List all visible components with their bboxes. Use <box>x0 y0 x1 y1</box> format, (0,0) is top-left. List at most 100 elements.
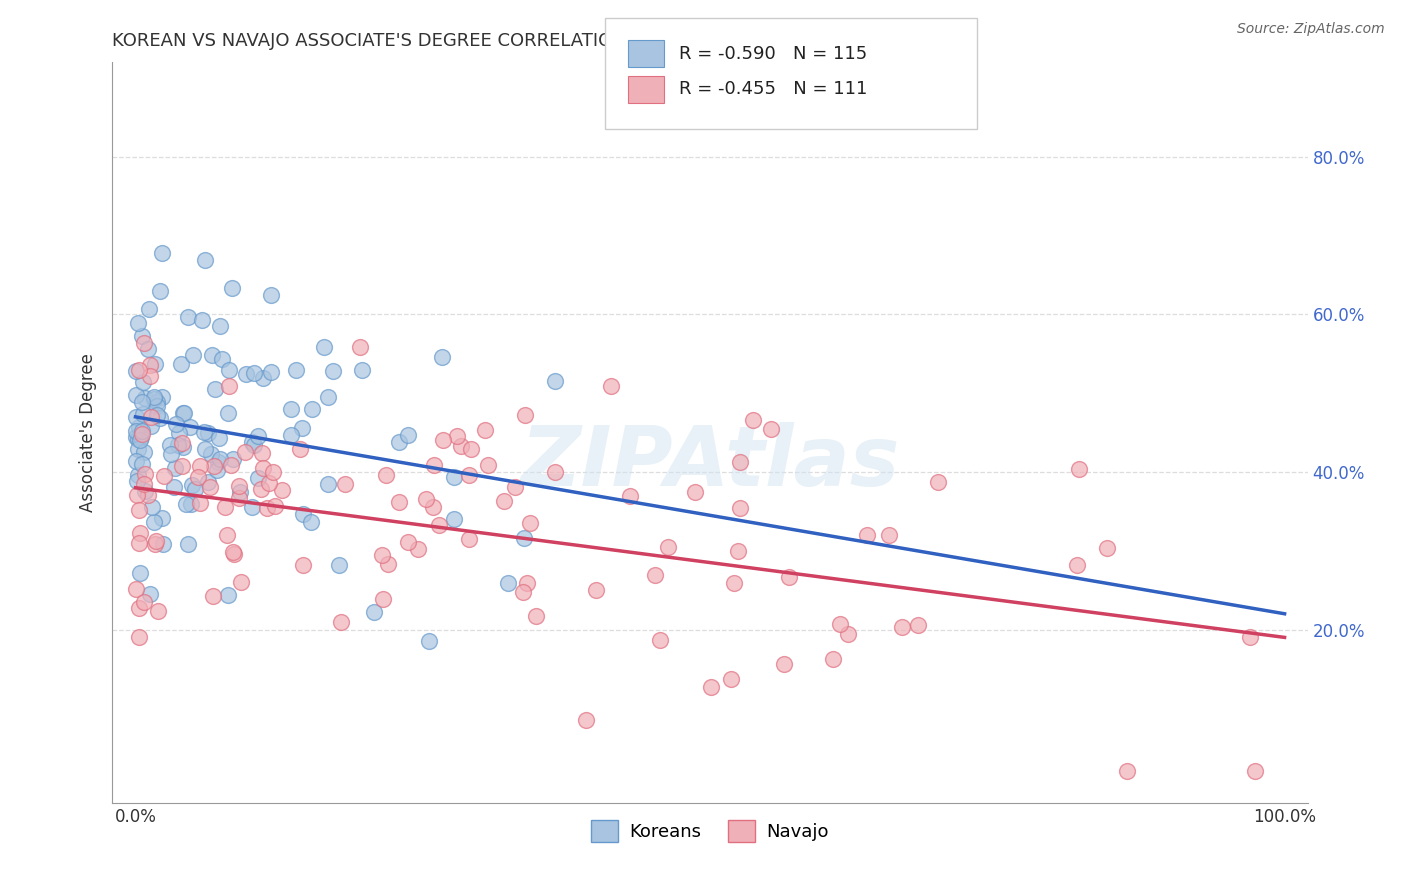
Point <box>125 475 148 489</box>
Point <box>292 558 315 572</box>
Point <box>129 430 152 444</box>
Point <box>1243 764 1265 779</box>
Point <box>252 371 274 385</box>
Point <box>415 491 437 506</box>
Point <box>187 469 209 483</box>
Point <box>136 487 159 501</box>
Point <box>648 633 671 648</box>
Point <box>217 406 239 420</box>
Point <box>217 528 239 542</box>
Point <box>139 409 162 424</box>
Point <box>742 413 765 427</box>
Point <box>131 426 153 441</box>
Point <box>128 420 150 434</box>
Point <box>270 483 292 497</box>
Point <box>430 350 453 364</box>
Point <box>318 477 340 491</box>
Point <box>222 547 245 561</box>
Point <box>124 582 146 596</box>
Point <box>177 537 200 551</box>
Point <box>128 535 150 549</box>
Point <box>127 433 149 447</box>
Point <box>312 340 335 354</box>
Point <box>644 567 666 582</box>
Point <box>176 310 198 324</box>
Point <box>134 467 156 482</box>
Point <box>778 569 800 583</box>
Point <box>683 484 706 499</box>
Point <box>450 439 472 453</box>
Point <box>352 363 374 377</box>
Point <box>243 438 266 452</box>
Point <box>142 390 165 404</box>
Point <box>159 447 181 461</box>
Point <box>575 713 598 727</box>
Point <box>188 495 211 509</box>
Point <box>165 417 187 431</box>
Point <box>132 375 155 389</box>
Point <box>141 500 163 514</box>
Point <box>443 512 465 526</box>
Point <box>759 422 782 436</box>
Point <box>728 500 751 515</box>
Point <box>129 433 152 447</box>
Point <box>170 435 193 450</box>
Point <box>821 652 844 666</box>
Point <box>219 458 242 472</box>
Point <box>284 362 307 376</box>
Point <box>207 455 229 469</box>
Point <box>723 576 745 591</box>
Point <box>131 395 153 409</box>
Point <box>524 609 547 624</box>
Point <box>149 411 172 425</box>
Point <box>446 428 468 442</box>
Point <box>145 534 167 549</box>
Point <box>202 459 225 474</box>
Point <box>291 421 314 435</box>
Point <box>125 488 148 502</box>
Point <box>152 246 174 260</box>
Point <box>201 348 224 362</box>
Point <box>250 482 273 496</box>
Point <box>221 281 243 295</box>
Point <box>388 435 411 450</box>
Point <box>165 460 187 475</box>
Point <box>131 329 153 343</box>
Point <box>132 594 155 608</box>
Point <box>240 500 263 514</box>
Point <box>260 364 283 378</box>
Point <box>150 511 173 525</box>
Point <box>142 392 165 406</box>
Point <box>181 348 204 362</box>
Point <box>197 426 219 441</box>
Point <box>422 458 444 472</box>
Point <box>125 430 148 444</box>
Point <box>222 545 245 559</box>
Point <box>418 634 440 648</box>
Point <box>422 500 444 515</box>
Point <box>134 483 156 498</box>
Point <box>1116 764 1139 779</box>
Point <box>184 482 207 496</box>
Point <box>1066 558 1088 573</box>
Point <box>907 617 929 632</box>
Point <box>363 605 385 619</box>
Point <box>132 477 155 491</box>
Text: KOREAN VS NAVAJO ASSOCIATE'S DEGREE CORRELATION CHART: KOREAN VS NAVAJO ASSOCIATE'S DEGREE CORR… <box>112 32 693 50</box>
Point <box>257 476 280 491</box>
Point <box>1067 462 1090 476</box>
Point <box>288 442 311 457</box>
Point <box>146 395 169 409</box>
Point <box>214 500 236 515</box>
Point <box>134 391 156 405</box>
Point <box>828 617 851 632</box>
Point <box>218 379 240 393</box>
Point <box>146 408 169 422</box>
Legend: Koreans, Navajo: Koreans, Navajo <box>583 813 837 849</box>
Point <box>700 681 723 695</box>
Point <box>139 359 162 373</box>
Point <box>291 508 314 522</box>
Point <box>301 402 323 417</box>
Point <box>246 429 269 443</box>
Text: R = -0.590   N = 115: R = -0.590 N = 115 <box>679 45 868 62</box>
